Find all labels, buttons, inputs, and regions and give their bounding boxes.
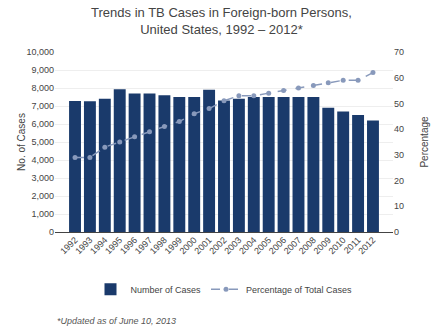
svg-text:*Updated as of June 10, 2013: *Updated as of June 10, 2013 [57, 316, 176, 326]
svg-text:2003: 2003 [222, 235, 243, 256]
svg-text:50: 50 [394, 99, 404, 109]
svg-text:0: 0 [394, 227, 399, 237]
svg-text:2011: 2011 [342, 235, 363, 256]
svg-text:Trends in TB Cases in Foreign-: Trends in TB Cases in Foreign-born Perso… [91, 5, 352, 37]
svg-text:No. of Cases: No. of Cases [16, 113, 27, 171]
svg-text:40: 40 [394, 124, 404, 134]
svg-text:2012: 2012 [356, 235, 377, 256]
svg-text:4,000: 4,000 [31, 155, 54, 165]
svg-text:2002: 2002 [207, 235, 228, 256]
svg-text:1992: 1992 [58, 235, 79, 256]
svg-text:9,000: 9,000 [31, 65, 54, 75]
svg-text:60: 60 [394, 73, 404, 83]
svg-text:10: 10 [394, 201, 404, 211]
svg-text:Number of Cases: Number of Cases [131, 285, 202, 295]
svg-text:8,000: 8,000 [31, 83, 54, 93]
svg-text:6,000: 6,000 [31, 119, 54, 129]
svg-text:1,000: 1,000 [31, 209, 54, 219]
svg-text:3,000: 3,000 [31, 173, 54, 183]
svg-text:Percentage of Total Cases: Percentage of Total Cases [246, 285, 352, 295]
svg-text:20: 20 [394, 176, 404, 186]
svg-text:1996: 1996 [118, 235, 139, 256]
svg-text:1995: 1995 [103, 235, 124, 256]
svg-text:2007: 2007 [282, 235, 303, 256]
svg-text:1999: 1999 [163, 235, 184, 256]
svg-text:1997: 1997 [133, 235, 154, 256]
svg-text:10,000: 10,000 [26, 47, 54, 57]
svg-text:30: 30 [394, 150, 404, 160]
svg-text:1994: 1994 [88, 235, 109, 256]
svg-text:2010: 2010 [327, 235, 348, 256]
svg-text:70: 70 [394, 47, 404, 57]
svg-text:2005: 2005 [252, 235, 273, 256]
svg-text:7,000: 7,000 [31, 101, 54, 111]
svg-text:0: 0 [49, 227, 54, 237]
svg-text:2,000: 2,000 [31, 191, 54, 201]
svg-text:2001: 2001 [192, 235, 213, 256]
svg-text:1998: 1998 [148, 235, 169, 256]
svg-text:2004: 2004 [237, 235, 258, 256]
svg-text:2008: 2008 [297, 235, 318, 256]
svg-text:5,000: 5,000 [31, 137, 54, 147]
svg-text:Percentage: Percentage [419, 116, 430, 168]
svg-text:2006: 2006 [267, 235, 288, 256]
svg-text:2000: 2000 [178, 235, 199, 256]
svg-text:2009: 2009 [312, 235, 333, 256]
svg-text:1993: 1993 [73, 235, 94, 256]
